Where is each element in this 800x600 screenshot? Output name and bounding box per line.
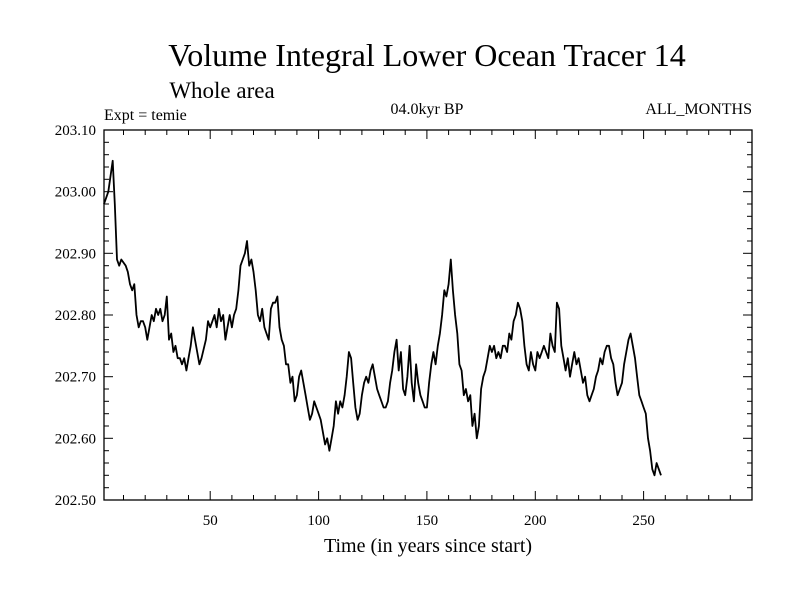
series-line-0: [103, 159, 662, 477]
x-tick-label-200: 200: [524, 513, 547, 529]
plot-frame: [103, 129, 753, 501]
series-group: [103, 159, 662, 477]
expt-annotation: Expt = temie: [104, 107, 187, 124]
tick-labels: 50 100 150 200 250 202.50 202.60 202.70 202.80 20…: [55, 123, 655, 529]
x-axis-label: Time (in years since start): [324, 535, 532, 557]
y-tick-label-202.50: 202.50: [55, 493, 96, 509]
axis-ticks: [104, 129, 752, 501]
y-tick-label-202.70: 202.70: [55, 370, 96, 386]
chart-subtitle: Whole area: [169, 78, 274, 103]
y-tick-label-202.60: 202.60: [55, 431, 96, 447]
y-tick-label-203.10: 203.10: [55, 123, 96, 139]
chart-title: Volume Integral Lower Ocean Tracer 14: [168, 37, 685, 73]
x-tick-label-150: 150: [416, 513, 439, 529]
y-tick-label-202.90: 202.90: [55, 246, 96, 262]
x-tick-label-100: 100: [307, 513, 330, 529]
period-annotation: 04.0kyr BP: [391, 101, 464, 118]
y-tick-label-203.00: 203.00: [55, 185, 96, 201]
months-annotation: ALL_MONTHS: [645, 101, 752, 118]
x-tick-label-250: 250: [632, 513, 655, 529]
x-tick-label-50: 50: [203, 513, 218, 529]
y-tick-label-202.80: 202.80: [55, 308, 96, 324]
